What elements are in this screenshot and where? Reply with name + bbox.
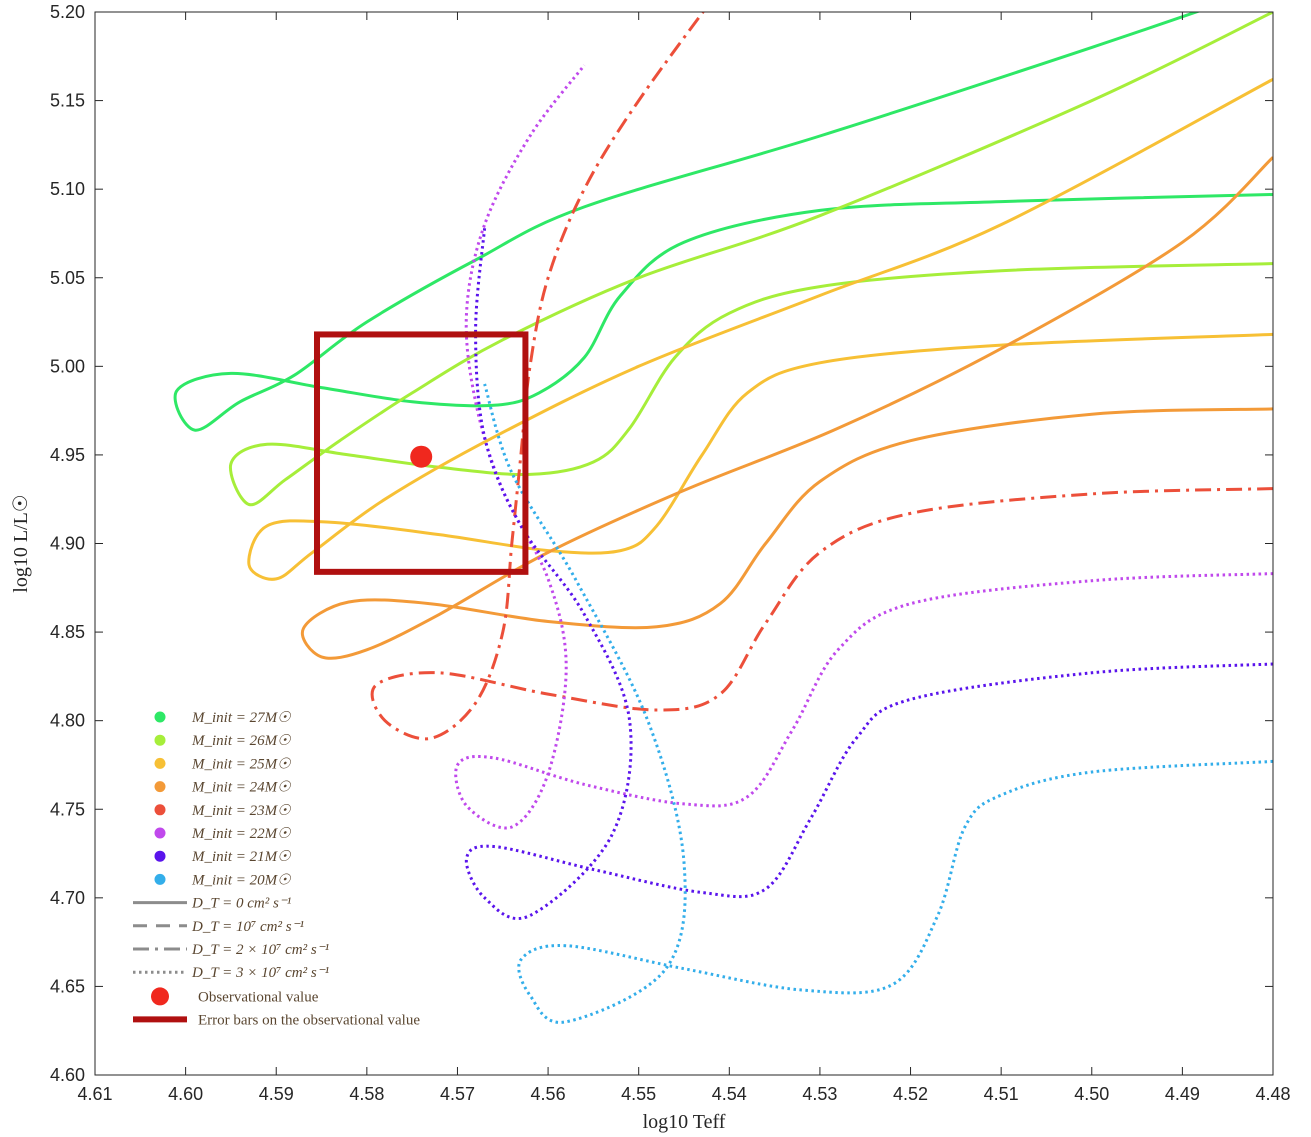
legend-label-mass: M_init = 27M☉ bbox=[191, 710, 291, 726]
legend-marker-mass bbox=[154, 850, 166, 862]
y-axis-ticks: 4.60 4.65 4.70 4.75 4.80 4.85 4.90 4.95 5.00 5.05… bbox=[50, 2, 1273, 1085]
y-tick-label: 5.00 bbox=[50, 356, 85, 376]
x-tick-label: 4.59 bbox=[259, 1084, 294, 1104]
y-tick-label: 5.15 bbox=[50, 91, 85, 111]
y-tick-label: 4.60 bbox=[50, 1065, 85, 1085]
x-tick-label: 4.52 bbox=[893, 1084, 928, 1104]
legend-marker-mass bbox=[154, 781, 166, 793]
legend-marker-mass bbox=[154, 804, 166, 816]
legend-label-style: D_T = 0 cm² s⁻¹ bbox=[191, 896, 292, 912]
track-26-solid bbox=[228, 12, 1273, 507]
track-22-dotted bbox=[454, 64, 1273, 830]
y-tick-label: 4.70 bbox=[50, 888, 85, 908]
observation-overlay bbox=[314, 331, 529, 575]
x-tick-label: 4.58 bbox=[349, 1084, 384, 1104]
legend-label-mass: M_init = 24M☉ bbox=[191, 780, 291, 796]
track-20-dotted bbox=[483, 383, 1273, 1024]
error-box bbox=[314, 331, 529, 575]
y-tick-label: 5.05 bbox=[50, 268, 85, 288]
legend-marker-mass bbox=[154, 734, 166, 746]
x-tick-label: 4.49 bbox=[1165, 1084, 1200, 1104]
legend-label-mass: M_init = 25M☉ bbox=[191, 756, 291, 772]
track-27-solid bbox=[173, 12, 1273, 432]
track-21-dotted bbox=[464, 227, 1273, 920]
legend-label-mass: M_init = 21M☉ bbox=[191, 849, 291, 865]
legend-marker-mass bbox=[154, 873, 166, 885]
x-tick-label: 4.55 bbox=[621, 1084, 656, 1104]
x-axis-label: log10 Teff bbox=[643, 1111, 726, 1133]
legend-label-observation: Observational value bbox=[198, 989, 319, 1005]
legend-label-mass: M_init = 22M☉ bbox=[191, 826, 291, 842]
y-tick-label: 4.75 bbox=[50, 799, 85, 819]
legend-marker-observation bbox=[151, 987, 169, 1006]
x-tick-label: 4.48 bbox=[1255, 1084, 1290, 1104]
y-tick-label: 4.95 bbox=[50, 445, 85, 465]
y-tick-label: 4.80 bbox=[50, 711, 85, 731]
observation-point bbox=[410, 445, 433, 468]
legend-label-mass: M_init = 20M☉ bbox=[191, 872, 291, 888]
legend-label-mass: M_init = 23M☉ bbox=[191, 803, 291, 819]
legend-label-error: Error bars on the observational value bbox=[198, 1012, 420, 1028]
legend-marker-mass bbox=[154, 827, 166, 839]
x-tick-label: 4.51 bbox=[984, 1084, 1019, 1104]
legend-label-mass: M_init = 26M☉ bbox=[191, 733, 291, 749]
track-23-dashdot bbox=[370, 12, 1273, 741]
track-25-solid bbox=[247, 77, 1273, 581]
y-tick-label: 4.90 bbox=[50, 534, 85, 554]
x-tick-label: 4.61 bbox=[77, 1084, 112, 1104]
y-tick-label: 4.85 bbox=[50, 622, 85, 642]
legend-label-style: D_T = 2 × 10⁷ cm² s⁻¹ bbox=[191, 942, 330, 958]
x-tick-label: 4.57 bbox=[440, 1084, 475, 1104]
y-axis-label: log10 L/L☉ bbox=[10, 494, 32, 592]
x-tick-label: 4.60 bbox=[168, 1084, 203, 1104]
track-24-solid bbox=[300, 156, 1273, 660]
legend-label-style: D_T = 3 × 10⁷ cm² s⁻¹ bbox=[191, 965, 330, 981]
legend-marker-mass bbox=[154, 711, 166, 723]
y-tick-label: 5.10 bbox=[50, 179, 85, 199]
evolution-tracks bbox=[173, 12, 1273, 1024]
legend-label-style: D_T = 10⁷ cm² s⁻¹ bbox=[191, 919, 304, 935]
y-tick-label: 5.20 bbox=[50, 2, 85, 22]
y-tick-label: 4.65 bbox=[50, 976, 85, 996]
x-tick-label: 4.53 bbox=[802, 1084, 837, 1104]
legend-marker-mass bbox=[154, 757, 166, 769]
x-axis-ticks: 4.61 4.60 4.59 4.58 4.57 4.56 4.55 4.54 4.53 4.52… bbox=[77, 12, 1291, 1104]
legend: M_init = 27M☉ M_init = 26M☉ M_init = 25M☉ M… bbox=[133, 710, 420, 1028]
x-tick-label: 4.50 bbox=[1074, 1084, 1109, 1104]
x-tick-label: 4.54 bbox=[712, 1084, 747, 1104]
x-tick-label: 4.56 bbox=[531, 1084, 566, 1104]
